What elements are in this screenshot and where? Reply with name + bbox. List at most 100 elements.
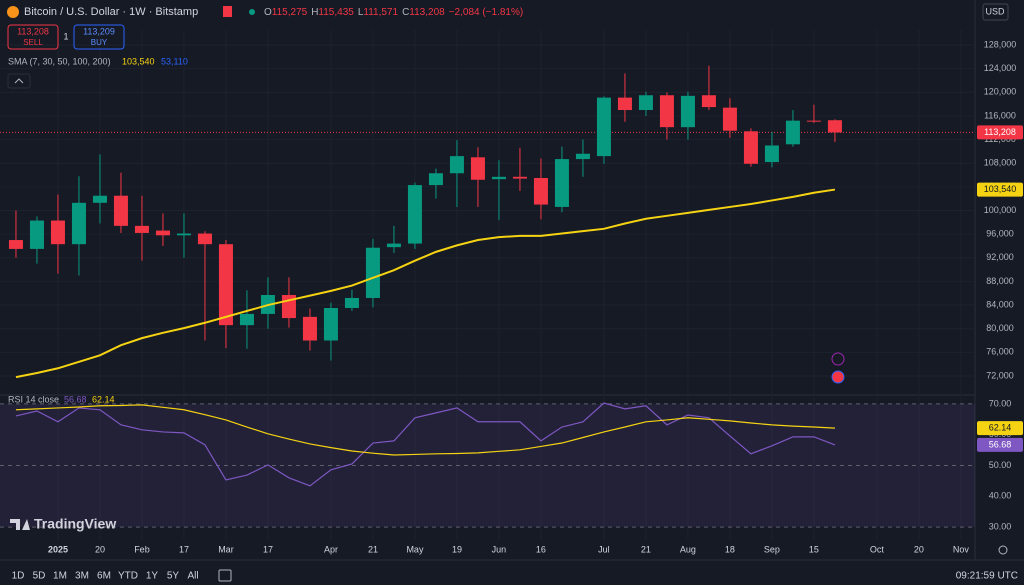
event-icon[interactable] (831, 352, 845, 366)
x-tick-label: Apr (324, 544, 338, 554)
x-tick-label: Nov (953, 544, 970, 554)
y-tick-label: 50.00 (989, 460, 1012, 470)
logo: TradingView (34, 516, 116, 532)
timeframe[interactable]: 3M (75, 571, 89, 582)
x-tick-label: 15 (809, 544, 819, 554)
timeframe[interactable]: 1D (12, 571, 25, 582)
price-badge-label: 62.14 (989, 423, 1012, 433)
timeframe[interactable]: YTD (118, 571, 138, 582)
candle-body (407, 185, 422, 244)
buy-label: BUY (91, 38, 108, 47)
candle-body (71, 202, 86, 245)
collapse-button[interactable] (7, 73, 31, 89)
y-tick-label: 30.00 (989, 521, 1012, 531)
ohlc-value: 111,571 (363, 7, 398, 18)
timeframe[interactable]: 1Y (146, 571, 159, 582)
x-tick-label: 21 (641, 544, 651, 554)
y-tick-label: 40.00 (989, 491, 1012, 501)
rsi-legend: RSI 14 close (8, 394, 59, 404)
y-tick-label: 124,000 (984, 63, 1017, 73)
currency-button[interactable] (982, 3, 1009, 21)
logo-icon (10, 519, 30, 530)
candle-body (827, 120, 842, 133)
candle-body (176, 233, 191, 236)
status-dot (249, 9, 255, 15)
x-tick-label: 2025 (48, 544, 68, 554)
y-tick-label: 70.00 (989, 398, 1012, 408)
candle-body (764, 145, 779, 163)
candle-body (701, 95, 716, 108)
x-tick-label: 17 (179, 544, 189, 554)
candle-body (197, 233, 212, 245)
settings-icon[interactable] (998, 545, 1008, 555)
price-badge (977, 125, 1023, 140)
candle-body (344, 297, 359, 309)
x-tick-label: 21 (368, 544, 378, 554)
rsi-legend-value: 56.68 (64, 394, 87, 404)
y-tick-label: 120,000 (984, 87, 1017, 97)
price-badge (977, 437, 1023, 452)
y-tick-label: 96,000 (986, 229, 1014, 239)
y-tick-label: 92,000 (986, 252, 1014, 262)
timeframe[interactable]: 1M (53, 571, 67, 582)
event-icon[interactable] (831, 370, 845, 384)
candle-body (470, 157, 485, 180)
header: Bitcoin / U.S. Dollar · 1W · Bitstamp O 1… (7, 3, 1018, 582)
rsi-legend-value: 62.14 (92, 394, 115, 404)
candle-body (29, 220, 44, 249)
sma-line (15, 188, 836, 379)
sell-label: SELL (23, 38, 43, 47)
candle-body (428, 173, 443, 186)
timeframe[interactable]: 5Y (167, 571, 180, 582)
ohlc: O115,275 H115,435 L111,571 C113,208 −2,084 (… (264, 7, 523, 18)
candle-body (365, 247, 380, 298)
y-tick-label: 72,000 (986, 370, 1014, 380)
symbol: Bitcoin / U.S. Dollar · 1W · Bitstamp (24, 6, 198, 18)
price-badge (977, 421, 1023, 436)
x-tick-label: 20 (914, 544, 924, 554)
candle-body (8, 240, 23, 249)
candle-body (785, 120, 800, 145)
sma-legend-value: 103,540 (122, 56, 155, 66)
plot: 72,000 76,000 80,000 84,000 88,000 92,000 96,0… (0, 30, 1023, 554)
candle-body (386, 243, 401, 248)
ohlc-key: O (264, 7, 272, 18)
x-tick-label: 18 (725, 544, 735, 554)
candle-body (323, 308, 338, 341)
candle-body (218, 244, 233, 326)
x-tick-label: Aug (680, 544, 696, 554)
timeframe[interactable]: 6M (97, 571, 111, 582)
x-tick-label: 17 (263, 544, 273, 554)
sma-legend: SMA (7, 30, 50, 100, 200) (8, 56, 111, 66)
buy-button[interactable] (73, 24, 125, 50)
price-badge-label: 113,208 (984, 127, 1016, 137)
chevron (14, 78, 24, 84)
ohlc-value: 113,208 (409, 7, 445, 18)
calendar-icon[interactable] (218, 569, 232, 582)
timeframe[interactable]: All (187, 571, 198, 582)
ohlc-key: L (358, 7, 364, 18)
candle-body (491, 176, 506, 180)
candle-body (638, 95, 653, 111)
ohlc-change: −2,084 (−1.81%) (449, 7, 524, 18)
sell-price: 113,208 (17, 26, 49, 36)
x-tick-label: Jun (492, 544, 507, 554)
x-tick-label: Sep (764, 544, 780, 554)
y-tick-label: 100,000 (984, 205, 1017, 215)
flag-icon[interactable] (223, 6, 232, 17)
candle-body (743, 131, 758, 164)
candle-body (680, 95, 695, 128)
candle-body (806, 120, 821, 122)
timeframe[interactable]: 5D (33, 571, 46, 582)
x-tick-label: 16 (536, 544, 546, 554)
sell-button[interactable] (7, 24, 59, 50)
ohlc-key: C (402, 7, 409, 18)
x-tick-label: Feb (134, 544, 150, 554)
candle-body (617, 97, 632, 111)
y-tick-label: 84,000 (986, 299, 1014, 309)
y-tick-label: 88,000 (986, 276, 1014, 286)
x-tick-label: May (406, 544, 424, 554)
candle-body (659, 95, 674, 128)
y-tick-label: 108,000 (984, 158, 1017, 168)
